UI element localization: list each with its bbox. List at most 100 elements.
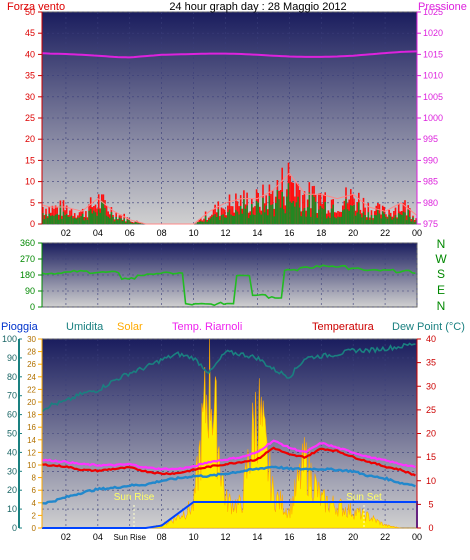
temp-tick-label: 15 <box>426 452 436 462</box>
wind-avg-bar <box>245 209 247 224</box>
wind-avg-bar <box>380 218 382 224</box>
temp-tick-label: 35 <box>426 358 436 368</box>
wind-avg-bar <box>259 213 261 224</box>
wind-avg-bar <box>50 216 52 224</box>
x-tick-label: 22 <box>380 228 390 238</box>
humidity-tick-label: 90 <box>7 353 17 363</box>
humidity-tick-label: 60 <box>7 410 17 420</box>
wind-avg-bar <box>265 206 267 225</box>
wind-avg-bar <box>273 216 275 224</box>
wind-avg-bar <box>58 220 60 224</box>
x-tick-label: 18 <box>316 532 326 542</box>
humidity-tick-label: 40 <box>7 447 17 457</box>
temperatura-label: Temperatura <box>312 321 375 333</box>
wind-avg-bar <box>361 217 363 224</box>
wind-avg-bar <box>213 215 215 224</box>
wind-tick-label: 0 <box>30 219 35 229</box>
wind-avg-bar <box>345 199 347 224</box>
wind-avg-bar <box>336 218 338 224</box>
dir-label-e: E <box>437 283 445 297</box>
wind-avg-bar <box>135 222 137 224</box>
wind-avg-bar <box>331 209 333 225</box>
wind-avg-bar <box>315 202 317 224</box>
wind-tick-label: 35 <box>25 71 35 81</box>
wind-avg-bar <box>407 210 409 224</box>
wind-avg-bar <box>222 214 224 224</box>
solar-tick-label: 6 <box>32 486 37 495</box>
wind-avg-bar <box>371 215 373 224</box>
x-tick-label: 14 <box>252 532 262 542</box>
dir-label-s: S <box>437 267 445 281</box>
wind-avg-bar <box>120 218 122 224</box>
wind-avg-bar <box>218 209 220 224</box>
wind-avg-bar <box>219 220 221 224</box>
wind-avg-bar <box>398 213 400 224</box>
wind-avg-bar <box>136 222 138 224</box>
wind-avg-bar <box>82 214 84 224</box>
wind-avg-bar <box>339 217 341 224</box>
solar-tick-label: 10 <box>27 461 36 470</box>
wind-avg-bar <box>355 216 357 224</box>
wind-avg-bar <box>127 219 129 224</box>
x-tick-label: 04 <box>93 228 103 238</box>
wind-avg-bar <box>253 215 255 225</box>
wind-avg-bar <box>114 221 116 224</box>
x-tick-label: 18 <box>316 228 326 238</box>
x-tick-label: 10 <box>189 228 199 238</box>
wind-avg-bar <box>401 215 403 224</box>
wind-avg-bar <box>352 206 354 224</box>
wind-avg-bar <box>200 221 202 224</box>
wind-avg-bar <box>337 217 339 224</box>
wind-avg-bar <box>262 198 264 224</box>
wind-avg-bar <box>360 214 362 224</box>
wind-avg-bar <box>291 203 293 224</box>
chart-title: 24 hour graph day : 28 Maggio 2012 <box>169 1 346 13</box>
wind-avg-bar <box>289 202 291 225</box>
wind-avg-bar <box>77 218 79 225</box>
wind-avg-bar <box>312 194 314 224</box>
wind-avg-bar <box>87 220 89 224</box>
wind-avg-bar <box>256 201 258 224</box>
wind-avg-bar <box>117 220 119 224</box>
wind-avg-bar <box>48 214 50 224</box>
wind-avg-bar <box>98 209 100 224</box>
wind-avg-bar <box>109 218 111 224</box>
wind-avg-bar <box>294 207 296 224</box>
wind-tick-label: 30 <box>25 92 35 102</box>
direction-tick-label: 360 <box>20 238 35 248</box>
humidity-tick-label: 70 <box>7 391 17 401</box>
wind-avg-bar <box>197 222 199 224</box>
wind-avg-bar <box>115 217 117 224</box>
wind-tick-label: 20 <box>25 134 35 144</box>
wind-avg-bar <box>237 212 239 224</box>
wind-avg-bar <box>211 217 213 224</box>
wind-avg-bar <box>71 216 73 224</box>
pressure-label: Pressione <box>418 1 467 13</box>
wind-avg-bar <box>356 212 358 224</box>
wind-avg-bar <box>353 205 355 224</box>
pressure-tick-label: 1010 <box>423 71 443 81</box>
temp-riarnoli-label: Temp. Riarnoli <box>172 321 242 333</box>
wind-avg-bar <box>112 217 114 224</box>
wind-avg-bar <box>119 218 121 225</box>
wind-avg-bar <box>257 202 259 224</box>
wind-avg-bar <box>85 218 87 224</box>
pressure-tick-label: 990 <box>423 155 438 165</box>
wind-avg-bar <box>358 202 360 224</box>
umidita-label: Umidita <box>66 321 104 333</box>
temp-tick-label: 20 <box>426 429 436 439</box>
wind-avg-bar <box>350 205 352 224</box>
wind-avg-bar <box>214 214 216 224</box>
wind-tick-label: 45 <box>25 28 35 38</box>
wind-avg-bar <box>96 216 98 224</box>
solar-tick-label: 24 <box>27 373 36 382</box>
wind-avg-bar <box>321 208 323 224</box>
x-tick-label: 14 <box>252 228 262 238</box>
wind-avg-bar <box>369 220 371 224</box>
wind-tick-label: 15 <box>25 155 35 165</box>
x-tick-label: 20 <box>348 228 358 238</box>
wind-avg-bar <box>107 217 109 224</box>
temp-tick-label: 10 <box>426 476 436 486</box>
